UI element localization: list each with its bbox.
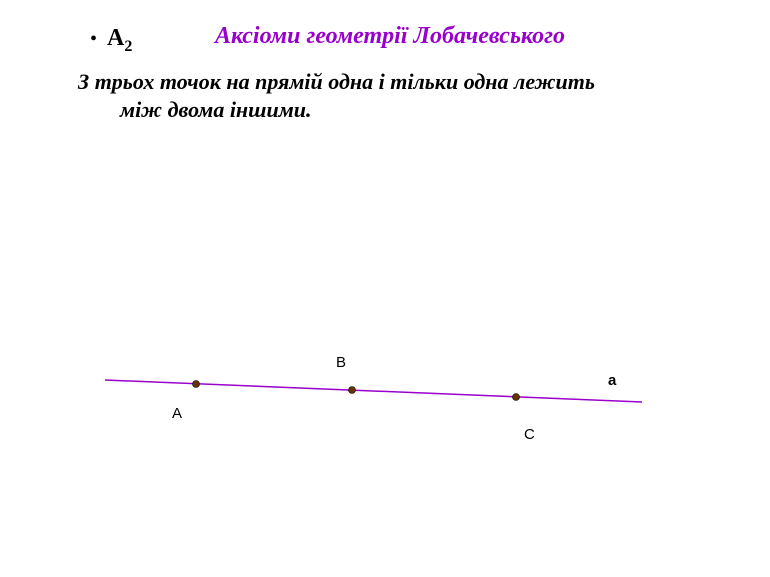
point-a — [193, 381, 200, 388]
point-label-b: В — [336, 354, 346, 371]
slide: • А2 Аксіоми геометрії Лобачевського З т… — [0, 0, 770, 577]
point-c — [513, 394, 520, 401]
line-label-a: a — [608, 372, 616, 389]
geometry-diagram — [0, 0, 770, 577]
point-b — [349, 387, 356, 394]
line-a — [105, 380, 642, 402]
point-label-c: С — [524, 426, 535, 443]
point-label-a: А — [172, 405, 182, 422]
